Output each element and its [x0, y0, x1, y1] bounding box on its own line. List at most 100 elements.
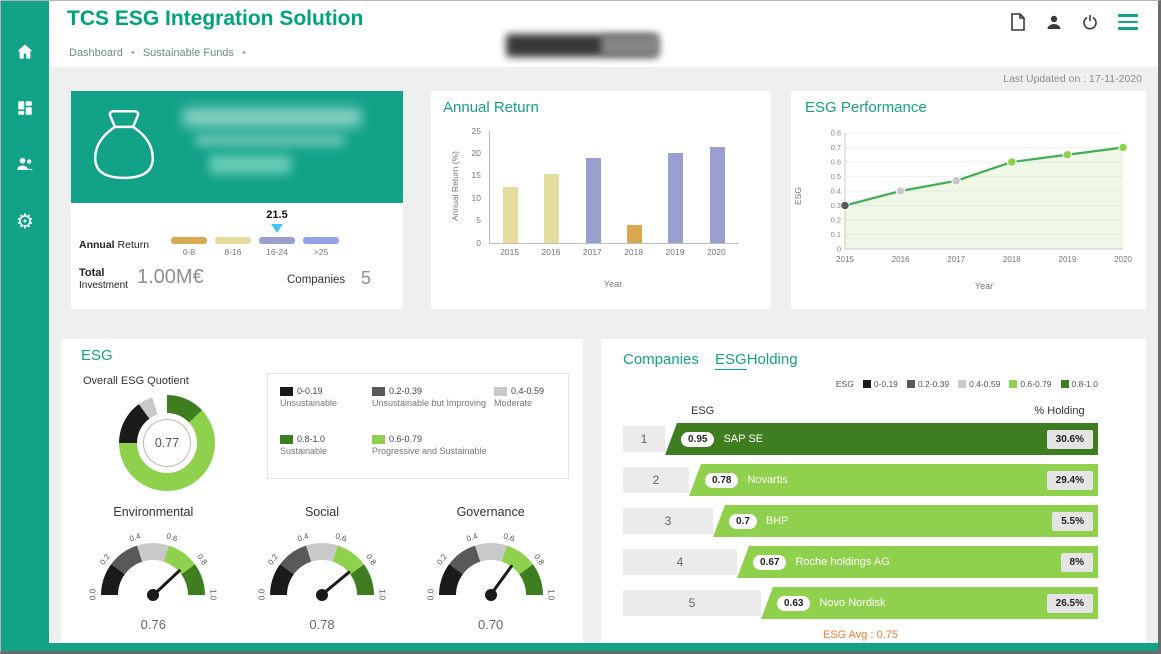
legend-swatch [372, 386, 385, 396]
legend-range-label: 0.6-0.79 [389, 434, 423, 444]
donut-hole: 0.77 [137, 413, 197, 473]
gauge-value: 0.70 [477, 617, 504, 632]
esg-legend-range: 0.2-0.39 [372, 386, 490, 396]
return-range-swatch [171, 237, 207, 244]
document-icon[interactable] [1010, 13, 1026, 31]
svg-text:2016: 2016 [892, 255, 910, 264]
esg-title: ESG [81, 347, 113, 364]
header-actions [1010, 13, 1138, 31]
sidebar-item-settings[interactable]: ⚙ [14, 211, 36, 233]
companies-count: 5 [361, 268, 372, 288]
legend-range-label: 0-0.19 [873, 379, 898, 389]
bar-slot [531, 131, 572, 243]
bar-2017 [585, 157, 601, 243]
esg-score-badge: 0.7 [729, 513, 757, 529]
legend-range-label: 0.8-1.0 [297, 434, 326, 444]
svg-text:0.8: 0.8 [831, 129, 841, 138]
tab-holding[interactable]: Holding [746, 351, 798, 368]
gear-icon: ⚙ [16, 211, 34, 233]
holding-column-header: % Holding [1034, 405, 1085, 417]
company-row[interactable]: 4 0.67 Roche holdings AG 8% [623, 546, 1098, 578]
legend-range-label: 0.2-0.39 [917, 379, 950, 389]
company-bar: 0.7 BHP 5.5% [713, 505, 1098, 537]
legend-swatch [1009, 380, 1018, 388]
return-label: Return [117, 239, 150, 251]
bar-slot [655, 131, 696, 243]
legend-swatch [372, 434, 385, 444]
companies-legend-item: 0-0.19 [862, 379, 898, 389]
gauge-label: Governance [456, 505, 525, 519]
company-row[interactable]: 2 0.78 Novartis 29.4% [623, 464, 1098, 496]
svg-text:2019: 2019 [1059, 255, 1077, 264]
svg-text:0.4: 0.4 [831, 187, 841, 196]
xtick-2018: 2018 [624, 247, 644, 257]
bar-slot [614, 131, 655, 243]
legend-swatch [280, 386, 293, 396]
esg-legend-item: 0.4-0.59 Moderate [494, 386, 556, 418]
total-label: Total [79, 267, 105, 279]
companies-legend-title: ESG [835, 379, 854, 389]
redacted-blur [183, 108, 361, 127]
redacted-blur [601, 35, 659, 56]
ytick-20: 20 [471, 147, 481, 158]
esg-legend-item: 0-0.19 Unsustainable [280, 386, 368, 418]
sidebar-item-dashboard[interactable] [14, 99, 36, 121]
breadcrumb-sustainable-funds[interactable]: Sustainable Funds [142, 47, 234, 59]
esg-legend-item: 0.2-0.39 Unsustainable but Improving [372, 386, 490, 418]
company-row[interactable]: 1 0.95 SAP SE 30.6% [623, 423, 1098, 455]
annual-return-ylabel: Annual Return (%) [450, 151, 460, 221]
sidebar: ⚙ [1, 1, 49, 651]
legend-swatch [280, 434, 293, 444]
return-range-swatch [215, 237, 251, 244]
svg-text:0.7: 0.7 [831, 143, 841, 152]
money-bag-icon [87, 104, 161, 191]
annual-return-xlabel: Year [603, 279, 623, 289]
user-icon[interactable] [1046, 14, 1062, 30]
breadcrumb-dashboard[interactable]: Dashboard [69, 47, 123, 59]
annual-return-range-legend: 0-8 8-16 16-24 21.5 >25 [171, 209, 339, 257]
gauge-value: 0.76 [140, 617, 166, 632]
sidebar-item-home[interactable] [14, 43, 36, 65]
rank-cell: 1 [623, 426, 665, 452]
power-icon[interactable] [1082, 14, 1098, 30]
esg-score-badge: 0.78 [705, 472, 739, 488]
legend-range-label: 0.8-1.0 [1071, 379, 1098, 389]
legend-range-label: 0.6-0.79 [1020, 379, 1052, 389]
companies-legend-item: 0.2-0.39 [906, 379, 950, 389]
return-range-item: >25 [303, 237, 339, 257]
gauge-hub [147, 589, 160, 601]
esg-card: ESG Overall ESG Quotient 0.77 0-0.19 Unsu… [61, 339, 583, 647]
annual-label: Annual [79, 239, 115, 251]
holding-value: 30.6% [1046, 429, 1093, 449]
xtick-2019: 2019 [665, 247, 685, 257]
legend-range-label: 0-0.19 [297, 386, 323, 396]
breadcrumb-separator: • [242, 47, 246, 59]
esg-performance-ylabel: ESG [792, 187, 803, 205]
bar-2015 [503, 187, 519, 243]
companies-esg-legend: ESG 0-0.19 0.2-0.39 0.4-0.59 0.6-0.79 0.8-1.0 [836, 379, 1098, 389]
legend-description: Unsustainable [280, 398, 338, 408]
legend-range-label: 0.4-0.59 [969, 379, 1001, 389]
svg-text:2018: 2018 [1003, 255, 1021, 264]
companies-label: Companies [287, 274, 346, 286]
legend-description: Sustainable [280, 446, 328, 456]
sidebar-item-users[interactable] [14, 155, 36, 177]
svg-text:0.3: 0.3 [831, 201, 841, 210]
esg-performance-xlabel: Year [974, 281, 994, 291]
overall-esg-donut: 0.77 [119, 395, 215, 491]
return-range-swatch [259, 237, 295, 244]
company-row[interactable]: 5 0.63 Novo Nordisk 26.5% [623, 587, 1098, 619]
return-range-label: 16-24 [266, 247, 288, 257]
company-name: SAP SE [723, 433, 764, 445]
annual-return-label: Annual Return [79, 239, 149, 251]
xtick-2017: 2017 [582, 247, 602, 257]
company-row[interactable]: 3 0.7 BHP 5.5% [623, 505, 1098, 537]
legend-swatch [958, 380, 967, 388]
menu-icon[interactable] [1118, 14, 1138, 30]
tab-esg[interactable]: ESG [715, 351, 747, 370]
annual-return-xaxis: 2015 2016 2017 2018 2019 2020 [489, 247, 737, 257]
esg-performance-line-chart: 0 0.1 0.2 0.3 0.4 0.5 0.6 0.7 0.8 2015 2016 2017 201… [831, 129, 1133, 265]
svg-text:0.1: 0.1 [831, 230, 841, 239]
holding-value: 29.4% [1046, 470, 1093, 490]
